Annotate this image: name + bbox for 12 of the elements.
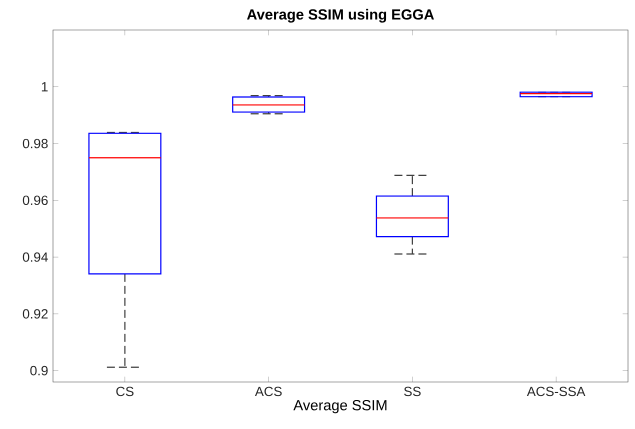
chart-title: Average SSIM using EGGA — [246, 8, 434, 23]
y-tick-label: 0.92 — [22, 309, 48, 319]
y-tick-label: 0.9 — [30, 366, 48, 376]
y-tick-label: 0.98 — [22, 138, 48, 148]
x-tick-label: CS — [116, 386, 134, 396]
x-tick-label: ACS-SSA — [526, 386, 586, 396]
y-tick-label: 1 — [42, 82, 48, 92]
x-tick-label: ACS — [254, 386, 282, 396]
x-axis-title: Average SSIM — [293, 400, 386, 414]
y-tick-label: 0.96 — [22, 196, 48, 206]
y-tick-label: 0.94 — [22, 252, 48, 262]
x-tick-label: SS — [404, 386, 421, 396]
